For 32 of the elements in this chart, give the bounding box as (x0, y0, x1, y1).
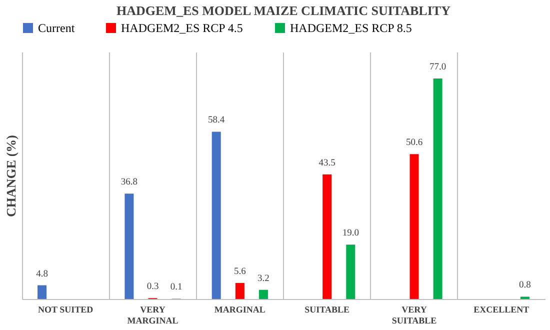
data-label: 36.8 (120, 178, 138, 188)
chart-title: HADGEM_ES MODEL MAIZE CLIMATIC SUITABLITY (116, 3, 452, 18)
x-tick-label: VERY MARGINAL (127, 304, 178, 326)
data-label: 4.8 (36, 269, 48, 280)
bar (410, 154, 419, 299)
bar (433, 78, 442, 299)
y-axis-title: CHANGE (%) (4, 135, 18, 217)
data-label: 19.0 (342, 228, 360, 239)
data-label: 0.8 (519, 280, 532, 291)
data-label: 43.5 (318, 158, 336, 168)
data-label: 0.1 (170, 282, 182, 293)
bar (258, 290, 268, 299)
x-tick-label: MARGINAL (214, 304, 266, 314)
bar (322, 174, 332, 299)
legend-label: Current (38, 21, 76, 35)
legend-label: HADGEM2_ES RCP 4.5 (121, 21, 243, 35)
x-tick-label: EXCELLENT (474, 304, 530, 314)
data-label: 77.0 (429, 62, 446, 72)
x-tick-label: SUITABLE (304, 304, 350, 314)
data-label: 3.2 (258, 274, 270, 284)
data-label: 5.6 (234, 266, 246, 277)
bar (38, 285, 47, 299)
bar (346, 244, 356, 299)
bar (124, 194, 134, 299)
legend-label: HADGEM2_ES RCP 8.5 (290, 21, 412, 35)
x-tick-label: VERY SUITABLE (392, 304, 437, 326)
bar (212, 132, 221, 299)
data-label: 50.6 (406, 138, 423, 148)
bar (235, 282, 244, 299)
x-tick-label: NOT SUITED (38, 304, 94, 314)
data-label: 58.4 (208, 116, 225, 126)
data-label: 0.3 (146, 282, 159, 292)
